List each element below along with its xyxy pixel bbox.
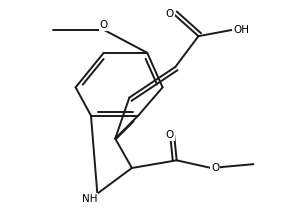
Text: O: O (211, 163, 219, 173)
Text: O: O (100, 20, 108, 30)
Text: OH: OH (233, 25, 249, 35)
Text: O: O (166, 130, 174, 140)
Text: NH: NH (82, 194, 97, 204)
Text: O: O (166, 9, 174, 19)
